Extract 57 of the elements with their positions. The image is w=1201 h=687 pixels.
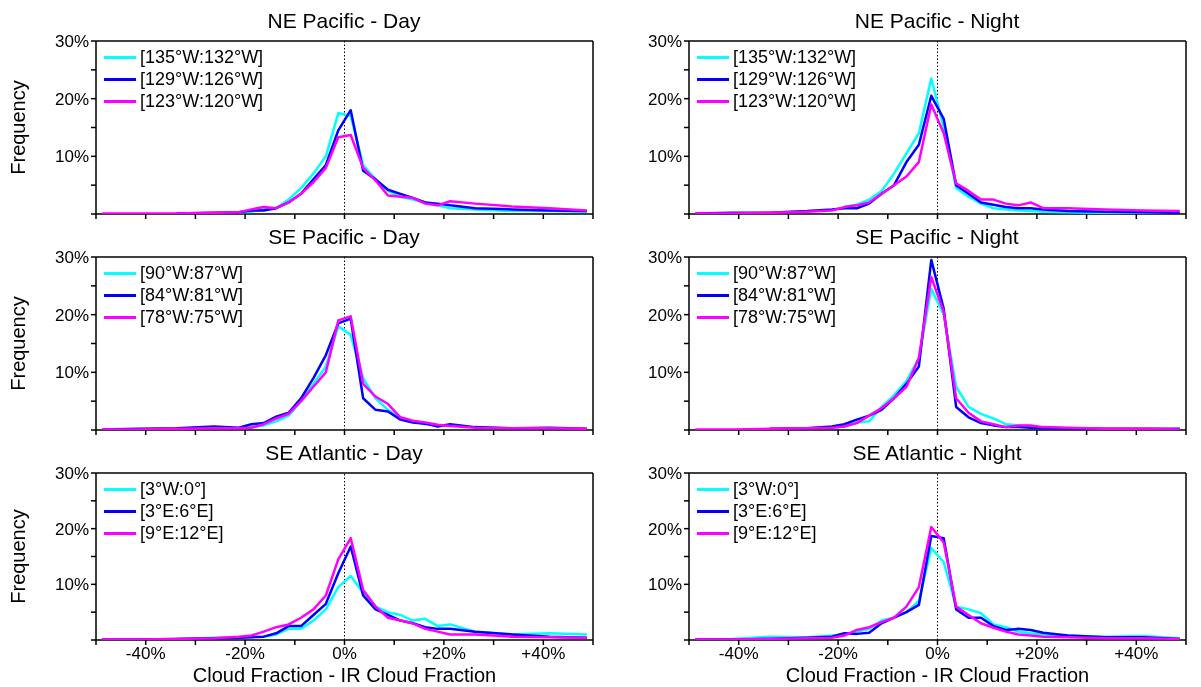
x-tick-label: +40% bbox=[1114, 644, 1159, 664]
y-tick-label: 30% bbox=[647, 32, 682, 52]
legend-label: [84°W:81°W] bbox=[733, 284, 837, 306]
legend-label: [3°W:0°] bbox=[733, 478, 800, 500]
y-tick-label: 30% bbox=[54, 32, 89, 52]
y-tick-label: 10% bbox=[54, 147, 89, 167]
y-axis-title: Frequency bbox=[7, 80, 30, 175]
y-tick-label: 10% bbox=[647, 363, 682, 383]
legend-label: [123°W:120°W] bbox=[140, 90, 264, 112]
x-tick-label: 0% bbox=[925, 644, 950, 664]
x-axis-title: Cloud Fraction - IR Cloud Fraction bbox=[785, 664, 1090, 687]
y-tick-label: 30% bbox=[54, 464, 89, 484]
y-axis-title: Frequency bbox=[7, 296, 30, 391]
legend-label: [3°W:0°] bbox=[140, 478, 207, 500]
legend-label: [90°W:87°W] bbox=[733, 262, 837, 284]
y-tick-label: 20% bbox=[647, 305, 682, 325]
y-tick-label: 10% bbox=[54, 363, 89, 383]
legend-label: [135°W:132°W] bbox=[140, 46, 264, 68]
x-tick-label: -40% bbox=[125, 644, 166, 664]
y-tick-label: 30% bbox=[647, 248, 682, 268]
legend-label: [90°W:87°W] bbox=[140, 262, 244, 284]
x-tick-label: +20% bbox=[421, 644, 466, 664]
legend-label: [78°W:75°W] bbox=[140, 306, 244, 328]
y-tick-label: 20% bbox=[54, 89, 89, 109]
legend-label: [78°W:75°W] bbox=[733, 306, 837, 328]
legend-label: [129°W:126°W] bbox=[733, 68, 857, 90]
legend-label: [123°W:120°W] bbox=[733, 90, 857, 112]
x-tick-label: -20% bbox=[225, 644, 265, 664]
legend-label: [84°W:81°W] bbox=[140, 284, 244, 306]
x-axis-title: Cloud Fraction - IR Cloud Fraction bbox=[192, 664, 497, 687]
y-tick-label: 30% bbox=[54, 248, 89, 268]
chart-title: SE Atlantic - Night bbox=[851, 440, 1023, 466]
legend-label: [9°E:12°E] bbox=[733, 522, 817, 544]
y-tick-label: 30% bbox=[647, 464, 682, 484]
legend-label: [9°E:12°E] bbox=[140, 522, 224, 544]
x-tick-label: +40% bbox=[521, 644, 566, 664]
y-tick-label: 10% bbox=[54, 575, 89, 595]
chart-title: NE Pacific - Day bbox=[266, 8, 422, 34]
legend-label: [135°W:132°W] bbox=[733, 46, 857, 68]
y-tick-label: 10% bbox=[647, 575, 682, 595]
x-tick-label: 0% bbox=[332, 644, 357, 664]
chart-title: SE Pacific - Day bbox=[267, 224, 421, 250]
x-tick-label: +20% bbox=[1014, 644, 1059, 664]
legend-label: [3°E:6°E] bbox=[733, 500, 807, 522]
chart-title: NE Pacific - Night bbox=[853, 8, 1021, 34]
y-tick-label: 20% bbox=[647, 89, 682, 109]
x-tick-label: -40% bbox=[718, 644, 759, 664]
chart-title: SE Pacific - Night bbox=[854, 224, 1020, 250]
y-tick-label: 10% bbox=[647, 147, 682, 167]
y-tick-label: 20% bbox=[647, 519, 682, 539]
y-tick-label: 20% bbox=[54, 519, 89, 539]
y-axis-title: Frequency bbox=[7, 509, 30, 604]
y-tick-label: 20% bbox=[54, 305, 89, 325]
legend-label: [129°W:126°W] bbox=[140, 68, 264, 90]
x-tick-label: -20% bbox=[818, 644, 858, 664]
chart-title: SE Atlantic - Day bbox=[264, 440, 424, 466]
legend-label: [3°E:6°E] bbox=[140, 500, 214, 522]
